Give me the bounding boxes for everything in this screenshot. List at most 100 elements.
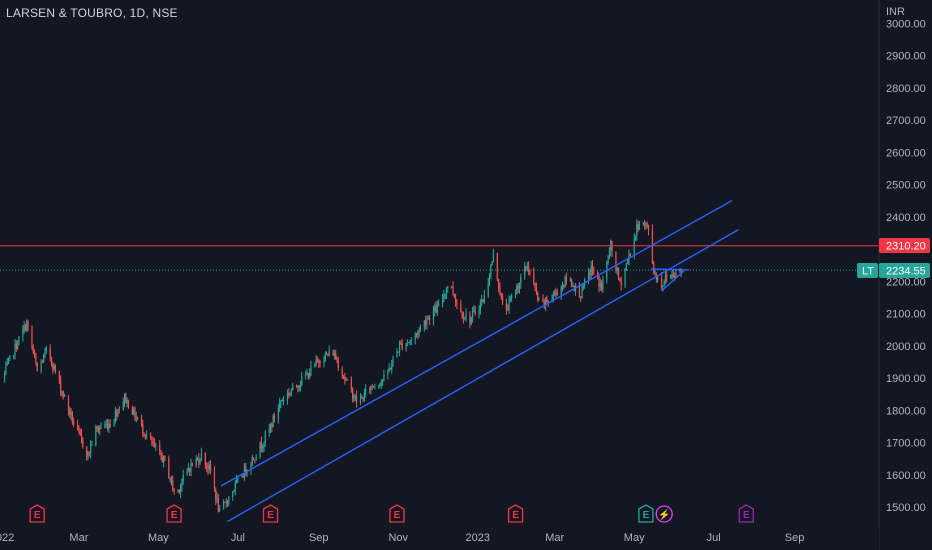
last-price-label: 2234.55 (886, 266, 926, 278)
candle-body (181, 481, 183, 487)
candle-body (602, 278, 604, 290)
time-axis-panel[interactable] (0, 528, 879, 550)
candle-body (670, 275, 672, 278)
candle-body (186, 468, 188, 476)
triangle-upper-trendline[interactable] (651, 268, 689, 271)
time-tick-label: Jul (231, 532, 245, 544)
candle-body (538, 298, 540, 300)
candle-body (499, 287, 501, 295)
candle-body (106, 423, 109, 429)
candle-body (67, 395, 70, 410)
triangle-lower-trendline[interactable] (661, 270, 685, 292)
candle-body (591, 265, 594, 272)
candle-body (391, 363, 393, 370)
candle-body (260, 442, 262, 448)
candle-body (305, 374, 307, 376)
candle-body (634, 235, 637, 239)
candle-body (525, 266, 527, 269)
earnings-event-marker[interactable] (166, 504, 182, 523)
candle-body (289, 392, 291, 396)
candle-body (255, 456, 257, 461)
candle-body (187, 468, 190, 470)
earnings-event-marker[interactable] (389, 504, 405, 523)
candle-body (462, 316, 465, 319)
candle-body (307, 372, 309, 378)
candle-body (460, 304, 462, 312)
resistance-price-badge: 2310.20 (879, 238, 930, 253)
candle-body (514, 293, 517, 295)
candle-body (392, 357, 394, 364)
candle-body (61, 391, 63, 393)
candle-body (69, 409, 71, 415)
candle-body (117, 409, 119, 417)
dividend-event-marker[interactable] (638, 504, 654, 523)
candle-body (616, 268, 618, 271)
candle-body (45, 347, 47, 352)
candle-body (204, 452, 206, 466)
candle-body (501, 296, 504, 304)
candle-body (388, 367, 390, 372)
time-tick-label: Sep (785, 532, 805, 544)
candle-body (113, 420, 115, 427)
candle-body (362, 397, 364, 400)
candle-body (26, 321, 28, 331)
candle-body (189, 468, 191, 472)
candle-body (524, 266, 526, 277)
candle-body (474, 310, 476, 314)
candle-body (372, 386, 375, 388)
candle-body (453, 294, 455, 298)
candle-body (638, 222, 641, 230)
events-layer[interactable]: E E E E E E ⚡ E (29, 504, 754, 523)
candle-body (242, 476, 244, 478)
candle-body (60, 380, 62, 392)
candle-body (619, 278, 621, 281)
earnings-event-marker[interactable] (507, 504, 524, 523)
candle-body (481, 299, 483, 303)
candle-body (498, 279, 500, 288)
candle-body (35, 356, 37, 364)
candle-body (633, 238, 635, 257)
price-tick-label: 2800.00 (886, 83, 926, 95)
earnings-event-marker[interactable] (262, 504, 279, 523)
candle-body (500, 294, 502, 297)
candle-body (279, 402, 281, 409)
price-tick-label: 1600.00 (886, 470, 926, 482)
candle-body (316, 359, 319, 361)
candle-body (409, 341, 411, 343)
candle-body (219, 508, 221, 511)
earnings-event-marker[interactable] (29, 504, 45, 523)
last-price-badge: LT 2234.55 (857, 263, 930, 278)
candle-body (350, 379, 352, 389)
candle-body (245, 466, 247, 474)
candle-body (172, 480, 174, 489)
candle-body (199, 460, 201, 463)
candle-body (637, 224, 639, 230)
flash-event-marker[interactable] (655, 505, 673, 523)
candle-body (152, 442, 154, 444)
candle-body (264, 432, 266, 443)
candle-body (593, 271, 595, 273)
candle-body (589, 272, 591, 276)
event-marker-label: E (512, 510, 519, 521)
candle-body (664, 275, 667, 283)
channel-upper-trendline[interactable] (220, 200, 733, 487)
candle-body (674, 276, 676, 278)
split-event-marker[interactable] (738, 504, 754, 523)
candle-body (142, 423, 144, 433)
candle-body (27, 321, 29, 327)
event-marker-label: E (34, 510, 41, 521)
candle-body (297, 386, 299, 389)
candle-body (149, 435, 152, 440)
candle-body (434, 306, 436, 311)
candle-body (509, 298, 511, 300)
candle-body (487, 283, 489, 296)
candle-body (43, 354, 45, 363)
candle-body (490, 265, 492, 277)
candle-body (554, 292, 556, 296)
candle-body (379, 384, 381, 386)
candle-body (280, 400, 282, 403)
candle-body (488, 276, 491, 284)
channel-lower-trendline[interactable] (227, 229, 739, 523)
